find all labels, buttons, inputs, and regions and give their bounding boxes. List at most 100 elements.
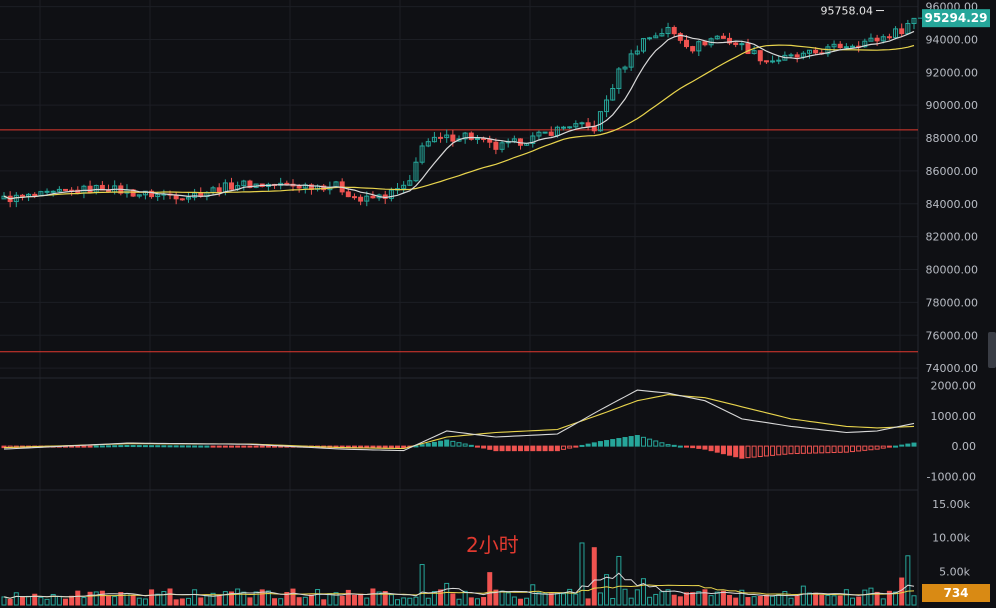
- volume-bar: [253, 591, 259, 606]
- bear-candle: [149, 190, 155, 198]
- bear-candle: [438, 136, 444, 139]
- bull-candle: [659, 33, 665, 37]
- bull-candle: [431, 136, 437, 143]
- macd-histogram-bar: [487, 445, 493, 450]
- macd-histogram-bar: [843, 445, 849, 453]
- macd-histogram-bar: [204, 445, 210, 448]
- bear-candle: [585, 122, 591, 127]
- bull-candle: [640, 38, 646, 52]
- bull-candle: [696, 41, 702, 52]
- price-axis-tick-label: 78000.00: [926, 296, 979, 309]
- volume-bar: [106, 595, 112, 606]
- volume-bar: [1, 596, 7, 606]
- bear-candle: [87, 185, 93, 193]
- volume-bar: [474, 598, 480, 606]
- volume-bar: [370, 588, 376, 606]
- price-scale-handle[interactable]: [988, 332, 996, 368]
- macd-histogram-bar: [825, 445, 831, 454]
- volume-bar: [75, 590, 81, 606]
- volume-bar: [315, 589, 321, 606]
- macd-histogram-bar: [253, 445, 259, 448]
- volume-bar: [50, 593, 56, 606]
- volume-bar: [542, 593, 548, 606]
- volume-bar: [198, 597, 204, 606]
- volume-bar: [911, 595, 917, 606]
- macd-histogram-bar: [653, 440, 659, 447]
- current-price-tag: [922, 9, 990, 28]
- volume-slow-average-line: [3, 584, 915, 599]
- macd-histogram-bar: [770, 445, 776, 456]
- bear-candle: [886, 36, 892, 39]
- macd-histogram-bar: [99, 445, 105, 448]
- volume-bar: [265, 590, 271, 606]
- bear-candle: [351, 196, 357, 199]
- bear-candle: [179, 198, 185, 201]
- volume-bar: [868, 587, 874, 606]
- price-axis-tick-label: 82000.00: [926, 231, 979, 244]
- bull-candle: [597, 111, 603, 132]
- macd-histogram-bar: [198, 445, 204, 448]
- volume-bar: [431, 591, 437, 606]
- macd-histogram-bar: [173, 445, 179, 448]
- volume-bar: [487, 572, 493, 606]
- bull-candle: [44, 190, 50, 193]
- volume-bar: [554, 593, 560, 606]
- macd-histogram-bar: [893, 445, 899, 448]
- fast-moving-average-line: [3, 30, 915, 200]
- bear-candle: [450, 134, 456, 142]
- macd-histogram-bar: [647, 438, 653, 447]
- volume-bar: [536, 592, 542, 606]
- macd-histogram-bar: [524, 445, 530, 452]
- macd-histogram-bar: [265, 445, 271, 448]
- volume-bar: [763, 594, 769, 606]
- volume-bar: [745, 597, 751, 606]
- macd-histogram-bar: [106, 445, 112, 448]
- volume-bar: [708, 595, 714, 606]
- volume-bar: [739, 589, 745, 606]
- macd-histogram-bar: [161, 445, 167, 448]
- volume-bar: [413, 596, 419, 606]
- volume-bar: [247, 597, 253, 606]
- macd-histogram-bar: [794, 445, 800, 455]
- bear-candle: [763, 60, 769, 63]
- volume-bar: [831, 595, 837, 606]
- bear-candle: [216, 187, 222, 193]
- macd-histogram-bar: [112, 445, 118, 448]
- volume-bar: [302, 596, 308, 606]
- volume-bar: [788, 597, 794, 606]
- macd-histogram-bar: [259, 445, 265, 448]
- volume-bar: [284, 591, 290, 606]
- volume-bar: [179, 598, 185, 606]
- macd-histogram-bar: [229, 445, 234, 448]
- volume-bar: [659, 591, 665, 606]
- macd-histogram-bar: [739, 445, 745, 459]
- macd-histogram-bar: [733, 445, 739, 458]
- bull-candle: [401, 184, 407, 190]
- volume-bar: [720, 590, 726, 606]
- macd-histogram-bar: [530, 445, 536, 452]
- bear-candle: [837, 43, 843, 49]
- macd-histogram-bar: [93, 445, 99, 448]
- volume-bar: [161, 591, 167, 606]
- price-axis-tick-label: 86000.00: [926, 165, 979, 178]
- current-volume-tag: [922, 584, 990, 602]
- bear-candle: [32, 193, 38, 197]
- volume-bar: [505, 592, 511, 606]
- volume-bar: [862, 589, 868, 606]
- macd-histogram-bar: [868, 445, 874, 451]
- volume-bar: [684, 592, 689, 606]
- volume-bar: [604, 574, 610, 606]
- volume-bar: [665, 589, 671, 606]
- macd-histogram-bar: [481, 445, 487, 449]
- macd-histogram-bar: [856, 445, 862, 452]
- volume-bar: [69, 595, 75, 606]
- volume-bar: [87, 591, 93, 606]
- macd-histogram-bar: [130, 445, 136, 448]
- macd-histogram-bar: [763, 445, 769, 457]
- price-axis-tick-label: 90000.00: [926, 99, 979, 112]
- volume-bar: [376, 591, 382, 606]
- macd-histogram-bar: [272, 445, 278, 448]
- bear-candle: [684, 39, 689, 48]
- macd-histogram-bar: [610, 439, 616, 447]
